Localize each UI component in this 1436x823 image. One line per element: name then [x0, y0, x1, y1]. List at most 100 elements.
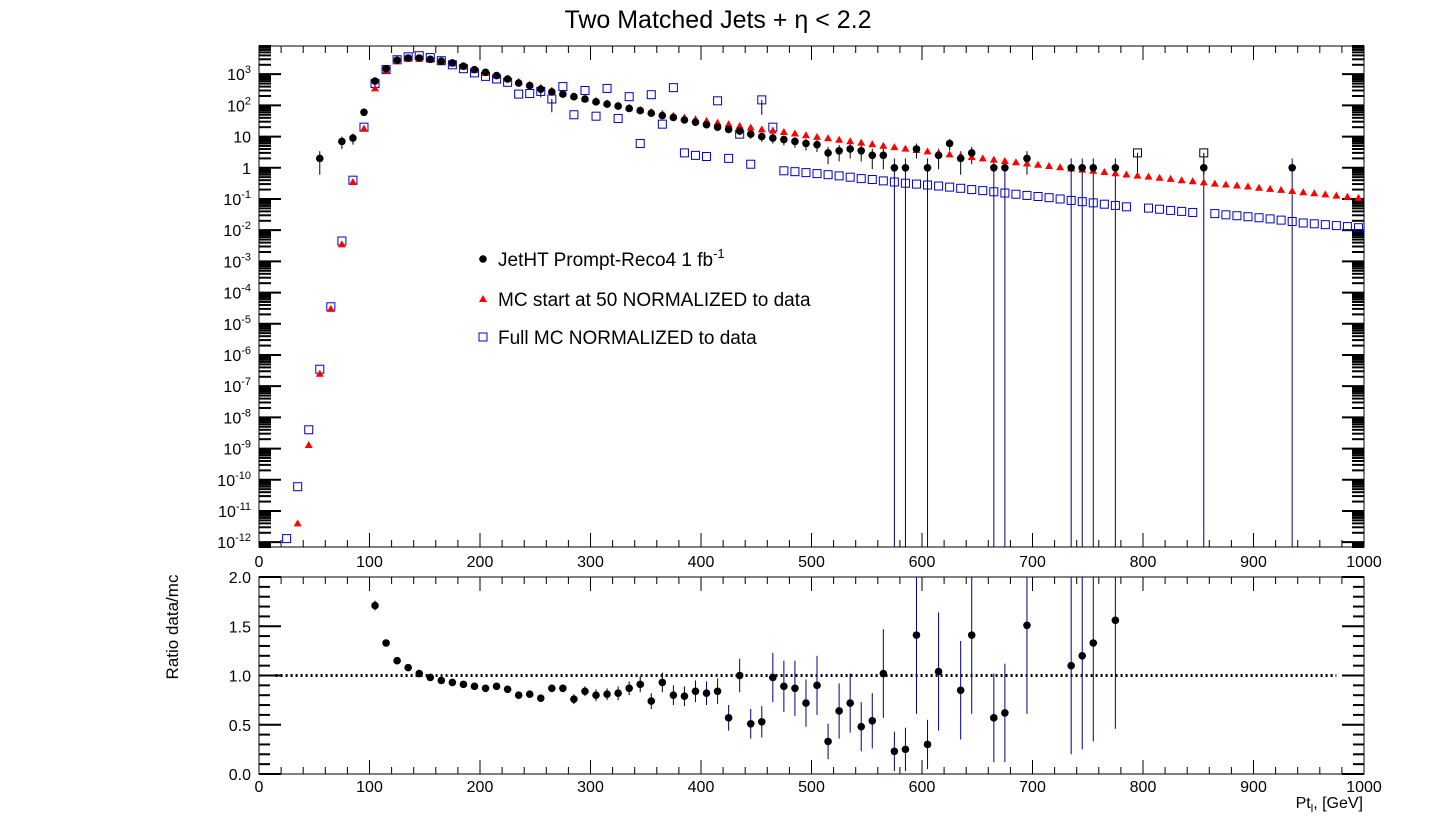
full-mc-point — [967, 185, 977, 195]
data-point — [791, 137, 799, 146]
data-point — [824, 149, 832, 157]
ratio-x-tick-label: 1000 — [1346, 779, 1382, 796]
data-point — [503, 75, 512, 83]
data-point — [415, 54, 424, 62]
ratio-point — [868, 717, 877, 725]
mc-point — [304, 441, 313, 449]
ratio-x-tick-label: 600 — [909, 779, 936, 796]
data-point — [868, 151, 877, 160]
full-mc-point — [1088, 198, 1098, 208]
mc-point — [713, 118, 722, 126]
data-point — [614, 102, 622, 110]
mc-point — [945, 150, 954, 158]
mc-point — [846, 137, 855, 145]
mc-point — [779, 128, 788, 136]
ratio-point — [824, 737, 832, 746]
top-x-tick-label: 100 — [356, 554, 383, 571]
ratio-point — [658, 678, 667, 687]
ratio-point — [990, 714, 998, 722]
mc-point — [757, 125, 766, 133]
ratio-point — [802, 699, 810, 707]
mc-point — [1022, 159, 1031, 167]
data-point — [404, 54, 412, 62]
data-point — [548, 88, 556, 96]
ratio-point — [724, 714, 733, 722]
data-point — [890, 163, 899, 172]
top-y-tick-label: 10 — [233, 130, 251, 147]
ratio-point — [559, 684, 567, 693]
ratio-x-tick-label: 0 — [255, 779, 264, 796]
ratio-point — [780, 682, 788, 691]
mc-point — [1144, 172, 1153, 180]
full-mc-point — [1309, 219, 1319, 229]
full-mc-point — [1011, 189, 1021, 199]
full-mc-point — [934, 181, 944, 191]
data-point — [713, 123, 722, 131]
ratio-point — [382, 639, 390, 647]
ratio-point — [459, 680, 468, 689]
data-point — [536, 85, 545, 93]
ratio-point — [393, 656, 401, 665]
full-mc-point — [657, 119, 667, 129]
ratio-point — [912, 631, 921, 639]
top-x-tick-label: 900 — [1240, 554, 1267, 571]
ratio-point — [570, 695, 578, 703]
ratio-point — [934, 667, 943, 676]
data-point — [735, 127, 744, 135]
ratio-point — [769, 673, 777, 682]
ratio-point — [548, 684, 556, 693]
top-plot-frame — [258, 45, 1365, 548]
mc-point — [768, 126, 777, 134]
data-point — [1288, 163, 1296, 172]
mc-point — [1133, 171, 1142, 179]
data-point — [559, 90, 567, 98]
mc-point — [1243, 182, 1252, 190]
data-point — [956, 154, 965, 163]
top-y-tick-label: 103 — [227, 64, 251, 84]
ratio-y-tick-label: 0.0 — [229, 767, 251, 784]
ratio-point — [437, 676, 446, 685]
data-point — [1111, 163, 1120, 172]
ratio-point — [1078, 652, 1087, 660]
ratio-point — [669, 691, 678, 699]
ratio-point — [1089, 639, 1098, 647]
full-mc-point — [282, 534, 292, 544]
mc-point — [735, 121, 744, 129]
top-y-tick-label: 102 — [227, 95, 251, 115]
data-point — [780, 135, 788, 144]
full-mc-point — [1044, 193, 1054, 203]
ratio-point — [746, 719, 755, 728]
top-y-tick-label: 10-3 — [223, 251, 251, 271]
mc-point — [724, 120, 733, 128]
ratio-x-tick-label: 300 — [577, 779, 604, 796]
data-point — [315, 154, 324, 163]
mc-point — [348, 177, 357, 185]
ratio-point — [514, 691, 523, 699]
mc-point — [1277, 185, 1286, 193]
mc-point — [359, 124, 368, 132]
full-mc-point — [1320, 220, 1330, 230]
data-point — [757, 132, 766, 141]
top-y-tick-label: 10-2 — [223, 220, 251, 240]
ratio-point — [691, 687, 700, 696]
data-point — [371, 77, 379, 85]
data-point — [603, 100, 611, 108]
top-y-tick-label: 10-7 — [223, 376, 251, 396]
top-y-tick-label: 10-4 — [223, 283, 251, 303]
full-mc-point — [1331, 221, 1341, 231]
full-mc-point — [989, 187, 999, 197]
ratio-x-tick-label: 900 — [1240, 779, 1267, 796]
full-mc-point — [812, 169, 822, 179]
ratio-x-tick-label: 700 — [1019, 779, 1046, 796]
top-plot-series — [282, 51, 1363, 547]
data-point — [669, 113, 678, 122]
ratio-y-tick-label: 0.5 — [229, 718, 251, 735]
top-x-tick-label: 0 — [255, 554, 264, 571]
ratio-point — [492, 682, 501, 691]
ratio-y-tick-label: 2.0 — [229, 570, 251, 587]
ratio-point — [846, 699, 854, 707]
legend-label: JetHT Prompt-Reco4 1 fb-1 — [498, 246, 725, 271]
full-mc-point — [1265, 214, 1275, 224]
data-point — [658, 111, 667, 120]
